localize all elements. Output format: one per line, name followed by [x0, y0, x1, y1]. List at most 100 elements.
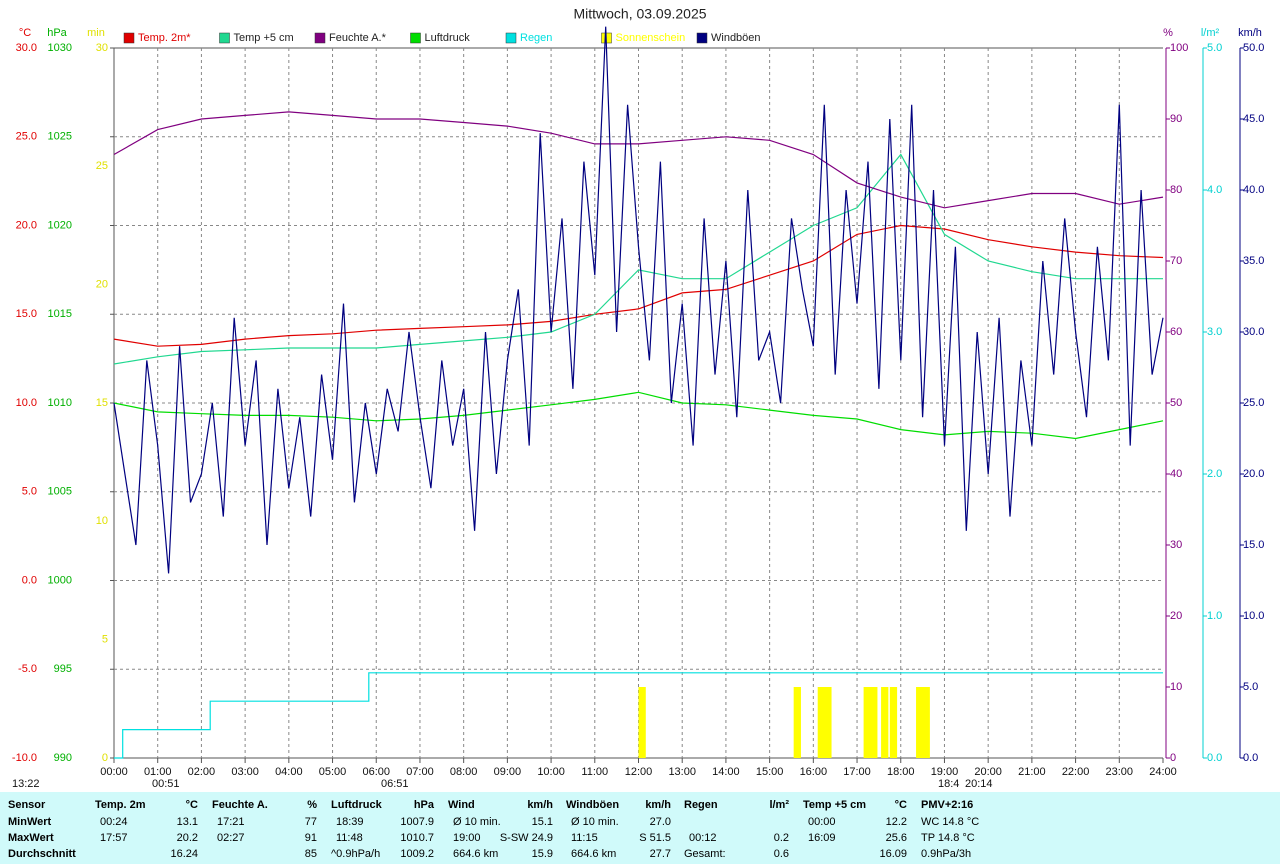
table-header: Sensor	[8, 799, 46, 811]
table-cell: 12.2	[886, 816, 907, 828]
legend-label: Temp. 2m*	[138, 32, 191, 44]
table-cell: 00:12	[689, 832, 717, 844]
table-cell: 16.09	[879, 848, 907, 860]
table-cell: 11:48	[336, 832, 363, 844]
annotation: 18:4	[938, 778, 959, 790]
y-tick-label: 1000	[48, 574, 72, 586]
series-line	[113, 111, 1164, 209]
axis-unit: %	[1163, 27, 1173, 39]
y-tick-label: 0	[102, 752, 108, 764]
x-tick-label: 11:00	[581, 766, 608, 778]
table-header: Temp. 2m	[95, 799, 146, 811]
axis-unit: km/h	[1238, 27, 1262, 39]
y-tick-label: 30	[1170, 539, 1182, 551]
legend-label: Luftdruck	[425, 32, 471, 44]
y-tick-label: 1030	[48, 42, 72, 54]
y-tick-label: 40	[1170, 468, 1182, 480]
y-tick-label: 990	[54, 752, 72, 764]
legend-label: Regen	[520, 32, 552, 44]
y-tick-label: 0	[1170, 752, 1176, 764]
row-label: Durchschnitt	[8, 848, 76, 860]
y-tick-label: -10.0	[12, 752, 37, 764]
sun-bar	[793, 687, 801, 758]
sun-bar	[916, 687, 924, 758]
table-cell: 27.0	[650, 816, 671, 828]
x-tick-label: 07:00	[406, 766, 434, 778]
x-tick-label: 08:00	[450, 766, 478, 778]
axis-unit: hPa	[47, 27, 67, 39]
annotation: 20:14	[965, 778, 993, 790]
table-cell: 1009.2	[400, 848, 434, 860]
table-cell: 02:27	[217, 832, 245, 844]
table-header: km/h	[645, 799, 671, 811]
sun-bar	[863, 687, 871, 758]
table-cell: 0.6	[774, 848, 789, 860]
x-tick-label: 12:00	[625, 766, 653, 778]
x-tick-label: 10:00	[537, 766, 565, 778]
table-header: l/m²	[769, 799, 789, 811]
y-tick-label: 25	[96, 160, 108, 172]
y-tick-label: 5.0	[1207, 42, 1222, 54]
y-tick-label: 10	[1170, 681, 1182, 693]
x-tick-label: 18:00	[887, 766, 915, 778]
table-header: °C	[895, 799, 907, 811]
legend-swatch	[123, 32, 135, 44]
sun-bar	[824, 687, 832, 758]
x-tick-label: 22:00	[1062, 766, 1090, 778]
legend-swatch	[696, 32, 708, 44]
table-cell: 664.6 km	[571, 848, 616, 860]
y-tick-label: 5.0	[22, 486, 37, 498]
annotation: 06:51	[381, 778, 409, 790]
table-cell: 16:09	[808, 832, 836, 844]
table-cell: ^0.9hPa/h	[331, 848, 380, 860]
table-cell: 85	[305, 848, 317, 860]
table-header: PMV+2:16	[921, 799, 973, 811]
y-tick-label: 5	[102, 634, 108, 646]
legend-swatch	[219, 32, 230, 44]
y-tick-label: 1005	[48, 486, 72, 498]
y-tick-label: 3.0	[1207, 326, 1222, 338]
y-tick-label: 10	[96, 515, 108, 527]
y-tick-label: 20.0	[16, 219, 37, 231]
x-tick-label: 13:00	[668, 766, 696, 778]
row-label: MinWert	[8, 816, 52, 828]
table-cell: 20.2	[177, 832, 198, 844]
y-tick-label: 20.0	[1243, 468, 1264, 480]
y-tick-label: 15.0	[16, 308, 37, 320]
axis-unit: min	[87, 27, 105, 39]
annotation: 00:51	[152, 778, 180, 790]
table-cell: 16.24	[170, 848, 198, 860]
y-tick-label: 10.0	[1243, 610, 1264, 622]
table-header: Wind	[448, 799, 475, 811]
sun-bar	[817, 687, 825, 758]
x-tick-label: 05:00	[319, 766, 347, 778]
x-tick-label: 24:00	[1149, 766, 1177, 778]
x-tick-label: 01:00	[144, 766, 172, 778]
y-tick-label: 35.0	[1243, 255, 1264, 267]
series-line	[114, 672, 1163, 759]
table-cell: 11:15	[571, 832, 598, 844]
table-cell: WC 14.8 °C	[921, 816, 979, 828]
y-tick-label: 70	[1170, 255, 1182, 267]
table-cell: S-SW 24.9	[500, 832, 553, 844]
sun-bar	[638, 687, 646, 758]
axis-unit: °C	[19, 27, 31, 39]
y-tick-label: -5.0	[18, 663, 37, 675]
x-tick-label: 19:00	[931, 766, 959, 778]
x-tick-label: 06:00	[362, 766, 390, 778]
table-cell: 13.1	[177, 816, 198, 828]
y-tick-label: 80	[1170, 184, 1182, 196]
x-tick-label: 04:00	[275, 766, 303, 778]
y-tick-label: 1.0	[1207, 610, 1222, 622]
y-tick-label: 1010	[48, 397, 72, 409]
y-tick-label: 25.0	[1243, 397, 1264, 409]
legend-swatch	[314, 32, 326, 44]
y-tick-label: 1025	[48, 131, 72, 143]
table-header: Windböen	[566, 799, 619, 811]
y-tick-label: 90	[1170, 113, 1182, 125]
table-cell: Ø 10 min.	[453, 816, 501, 828]
y-tick-label: 20	[96, 279, 108, 291]
y-tick-label: 995	[54, 663, 72, 675]
table-cell: 19:00	[453, 832, 481, 844]
sun-bar	[889, 687, 898, 758]
